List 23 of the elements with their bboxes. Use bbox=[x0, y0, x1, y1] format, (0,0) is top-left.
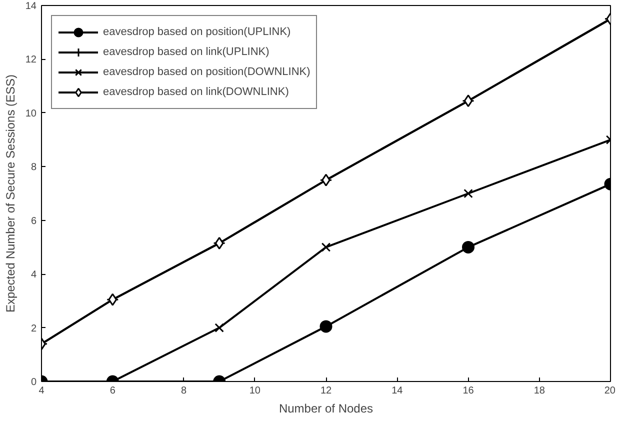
y-tick-label: 6 bbox=[30, 216, 37, 227]
legend-label: eavesdrop based on position(UPLINK) bbox=[103, 26, 291, 38]
x-tick-label: 14 bbox=[392, 386, 404, 396]
x-tick-label: 18 bbox=[534, 386, 546, 396]
y-axis-title: Expected Number of Secure Sessions (ESS) bbox=[3, 74, 18, 313]
x-tick-label: 12 bbox=[320, 386, 332, 396]
legend-label: eavesdrop based on position(DOWNLINK) bbox=[103, 66, 310, 78]
x-tick-label: 16 bbox=[462, 386, 474, 396]
y-tick-label: 12 bbox=[25, 54, 37, 66]
legend-label: eavesdrop based on link(DOWNLINK) bbox=[103, 86, 289, 98]
y-tick-label: 10 bbox=[25, 108, 37, 120]
y-tick-label: 14 bbox=[25, 1, 37, 12]
x-tick-label: 4 bbox=[38, 386, 45, 396]
x-tick-label: 10 bbox=[249, 386, 261, 396]
y-tick-label: 2 bbox=[30, 323, 37, 334]
legend-label: eavesdrop based on link(UPLINK) bbox=[103, 46, 270, 58]
x-axis-title: Number of Nodes bbox=[278, 402, 374, 416]
y-tick-label: 8 bbox=[30, 162, 37, 174]
x-tick-label: 20 bbox=[604, 386, 616, 396]
x-tick-label: 8 bbox=[180, 386, 187, 396]
x-tick-label: 6 bbox=[110, 386, 116, 396]
y-tick-label: 0 bbox=[30, 377, 37, 388]
y-tick-label: 4 bbox=[30, 270, 37, 281]
